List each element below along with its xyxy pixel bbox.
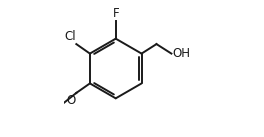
Text: OH: OH (173, 47, 191, 60)
Text: F: F (112, 7, 119, 20)
Text: O: O (67, 94, 76, 107)
Text: Cl: Cl (64, 30, 76, 43)
